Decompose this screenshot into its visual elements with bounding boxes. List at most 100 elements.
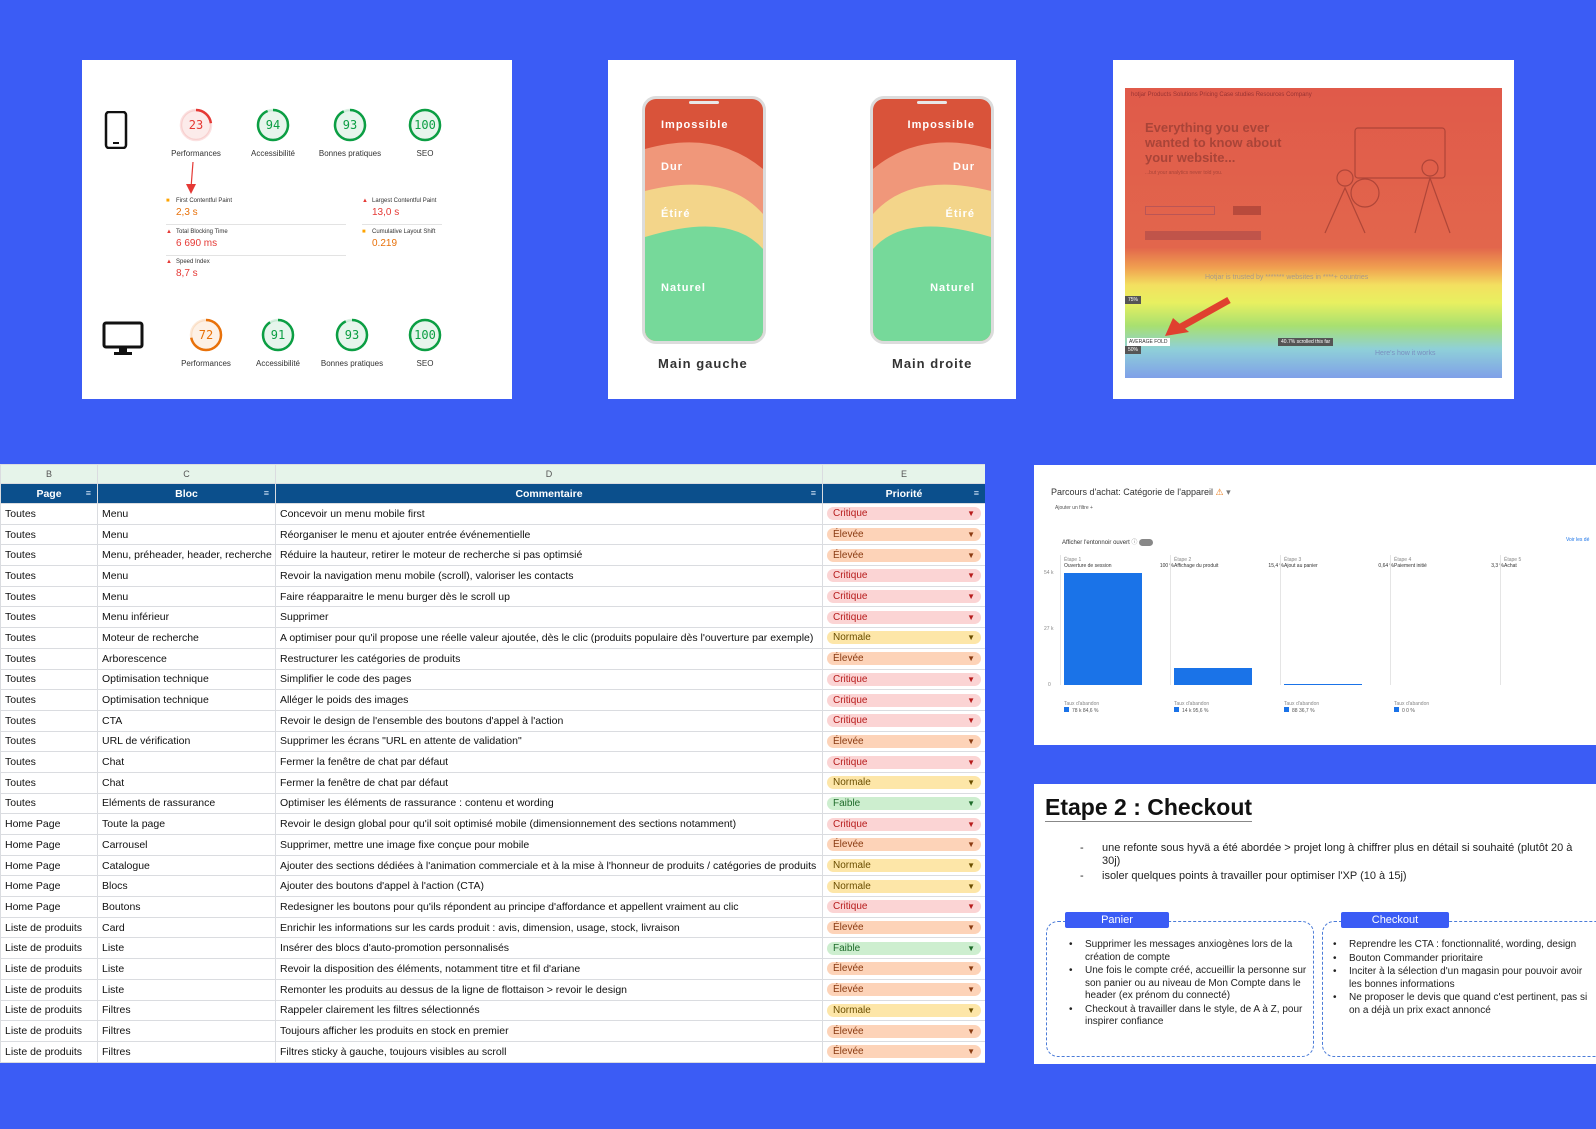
cell-bloc[interactable]: Liste [97, 937, 276, 960]
filter-icon[interactable]: ≡ [263, 488, 269, 498]
cell-page[interactable]: Toutes [0, 689, 98, 711]
cell-bloc[interactable]: CTA [97, 709, 276, 732]
cell-bloc[interactable]: Menu [97, 585, 276, 608]
cell-priorite[interactable]: Élevée ▼ [822, 958, 985, 980]
priority-dropdown[interactable]: Normale ▼ [827, 631, 981, 645]
cell-page[interactable]: Toutes [0, 771, 98, 794]
cell-commentaire[interactable]: Concevoir un menu mobile first [275, 503, 823, 525]
table-row[interactable]: Toutes Menu, préheader, header, recherche… [0, 544, 985, 567]
toggle-switch[interactable] [1139, 538, 1154, 546]
cell-commentaire[interactable]: Insérer des blocs d'auto-promotion perso… [275, 937, 823, 960]
cell-bloc[interactable]: Carrousel [97, 834, 276, 856]
table-row[interactable]: Home Page Carrousel Supprimer, mettre une … [0, 834, 985, 856]
cell-page[interactable]: Toutes [0, 709, 98, 732]
funnel-bar[interactable] [1284, 684, 1362, 685]
cell-commentaire[interactable]: Simplifier le code des pages [275, 668, 823, 691]
header-page[interactable]: Page ≡ [0, 483, 98, 504]
cell-priorite[interactable]: Normale ▼ [822, 999, 985, 1022]
table-row[interactable]: Toutes Menu Réorganiser le menu et ajouter… [0, 523, 985, 546]
column-letter[interactable]: C [97, 464, 276, 484]
view-details-link[interactable]: Voir les dé [1566, 537, 1590, 543]
cell-priorite[interactable]: Critique ▼ [822, 668, 985, 691]
cell-bloc[interactable]: Toute la page [97, 813, 276, 835]
cell-priorite[interactable]: Critique ▼ [822, 689, 985, 711]
cell-commentaire[interactable]: Rappeler clairement les filtres sélectio… [275, 999, 823, 1022]
table-row[interactable]: Toutes Arborescence Restructurer les catég… [0, 647, 985, 670]
cell-commentaire[interactable]: Ajouter des sections dédiées à l'animati… [275, 854, 823, 877]
cell-priorite[interactable]: Faible ▼ [822, 937, 985, 960]
table-row[interactable]: Toutes Chat Fermer la fenêtre de chat par … [0, 751, 985, 773]
cell-bloc[interactable]: Menu [97, 565, 276, 587]
cell-priorite[interactable]: Critique ▼ [822, 896, 985, 918]
cell-priorite[interactable]: Critique ▼ [822, 751, 985, 773]
chevron-down-icon[interactable]: ▾ [1226, 487, 1231, 497]
cell-page[interactable]: Liste de produits [0, 916, 98, 939]
column-letter[interactable]: E [822, 464, 985, 484]
dropdown-arrow-icon[interactable]: ▼ [967, 798, 975, 808]
cell-commentaire[interactable]: A optimiser pour qu'il propose une réell… [275, 627, 823, 649]
filter-icon[interactable]: ≡ [810, 488, 816, 498]
cell-page[interactable]: Liste de produits [0, 1040, 98, 1063]
priority-dropdown[interactable]: Normale ▼ [827, 879, 981, 893]
cell-commentaire[interactable]: Remonter les produits au dessus de la li… [275, 978, 823, 1001]
cell-page[interactable]: Home Page [0, 834, 98, 856]
dropdown-arrow-icon[interactable]: ▼ [967, 964, 975, 974]
cell-bloc[interactable]: Chat [97, 771, 276, 794]
priority-dropdown[interactable]: Critique ▼ [827, 693, 981, 707]
dropdown-arrow-icon[interactable]: ▼ [967, 571, 975, 581]
dropdown-arrow-icon[interactable]: ▼ [967, 633, 975, 643]
cell-priorite[interactable]: Critique ▼ [822, 709, 985, 732]
priority-dropdown[interactable]: Élevée ▼ [827, 962, 981, 976]
cell-priorite[interactable]: Élevée ▼ [822, 647, 985, 670]
cell-bloc[interactable]: Filtres [97, 1020, 276, 1042]
dropdown-arrow-icon[interactable]: ▼ [967, 840, 975, 850]
funnel-step-header[interactable]: Étape 2 Affichage du produit 15,4 % [1174, 557, 1284, 569]
cell-bloc[interactable]: Chat [97, 751, 276, 773]
cell-commentaire[interactable]: Restructurer les catégories de produits [275, 647, 823, 670]
dropdown-arrow-icon[interactable]: ▼ [967, 757, 975, 767]
table-row[interactable]: Liste de produits Filtres Rappeler clairem… [0, 999, 985, 1022]
cell-bloc[interactable]: Catalogue [97, 854, 276, 877]
cell-priorite[interactable]: Élevée ▼ [822, 834, 985, 856]
open-funnel-toggle[interactable]: Afficher l'entonnoir ouvert ⓘ [1062, 537, 1154, 546]
cell-bloc[interactable]: Menu inférieur [97, 606, 276, 629]
table-row[interactable]: Liste de produits Filtres Filtres sticky à… [0, 1040, 985, 1063]
dropdown-arrow-icon[interactable]: ▼ [967, 736, 975, 746]
cell-bloc[interactable]: Card [97, 916, 276, 939]
dropdown-arrow-icon[interactable]: ▼ [967, 674, 975, 684]
add-filter-button[interactable]: Ajouter un filtre + [1055, 505, 1093, 511]
priority-dropdown[interactable]: Critique ▼ [827, 507, 981, 521]
cell-commentaire[interactable]: Optimiser les éléments de rassurance : c… [275, 792, 823, 815]
priority-dropdown[interactable]: Faible ▼ [827, 941, 981, 955]
cell-bloc[interactable]: Blocs [97, 875, 276, 898]
cell-priorite[interactable]: Critique ▼ [822, 813, 985, 835]
dropdown-arrow-icon[interactable]: ▼ [967, 716, 975, 726]
dropdown-arrow-icon[interactable]: ▼ [967, 943, 975, 953]
table-row[interactable]: Toutes Menu inférieur Supprimer Critique ▼ [0, 606, 985, 629]
cell-commentaire[interactable]: Réduire la hauteur, retirer le moteur de… [275, 544, 823, 567]
dropdown-arrow-icon[interactable]: ▼ [967, 778, 975, 788]
cell-priorite[interactable]: Normale ▼ [822, 771, 985, 794]
priority-dropdown[interactable]: Élevée ▼ [827, 548, 981, 562]
priority-dropdown[interactable]: Élevée ▼ [827, 838, 981, 852]
priority-dropdown[interactable]: Élevée ▼ [827, 528, 981, 542]
cell-priorite[interactable]: Critique ▼ [822, 565, 985, 587]
priority-dropdown[interactable]: Élevée ▼ [827, 1024, 981, 1038]
cell-commentaire[interactable]: Filtres sticky à gauche, toujours visibl… [275, 1040, 823, 1063]
cell-commentaire[interactable]: Toujours afficher les produits en stock … [275, 1020, 823, 1042]
cell-page[interactable]: Liste de produits [0, 1020, 98, 1042]
table-row[interactable]: Toutes Menu Revoir la navigation menu mobi… [0, 565, 985, 587]
cell-page[interactable]: Home Page [0, 813, 98, 835]
dropdown-arrow-icon[interactable]: ▼ [967, 902, 975, 912]
cell-bloc[interactable]: Liste [97, 958, 276, 980]
dropdown-arrow-icon[interactable]: ▼ [967, 530, 975, 540]
cell-page[interactable]: Toutes [0, 627, 98, 649]
priority-dropdown[interactable]: Faible ▼ [827, 796, 981, 810]
cell-commentaire[interactable]: Supprimer, mettre une image fixe conçue … [275, 834, 823, 856]
priority-dropdown[interactable]: Élevée ▼ [827, 734, 981, 748]
table-row[interactable]: Toutes CTA Revoir le design de l'ensemble … [0, 709, 985, 732]
cell-page[interactable]: Toutes [0, 668, 98, 691]
cell-priorite[interactable]: Faible ▼ [822, 792, 985, 815]
priority-dropdown[interactable]: Élevée ▼ [827, 983, 981, 997]
cell-page[interactable]: Toutes [0, 523, 98, 546]
